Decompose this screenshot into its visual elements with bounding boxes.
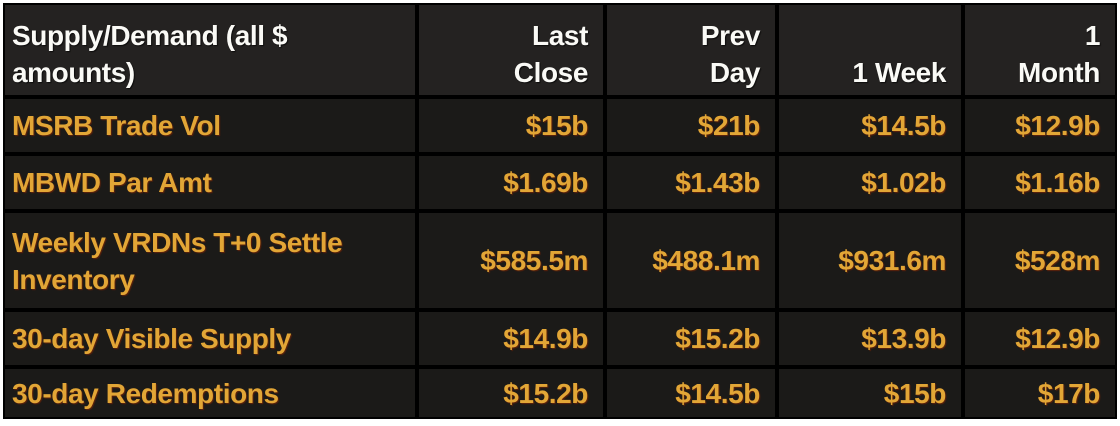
col-header-last-close: Last Close <box>419 5 603 95</box>
value-cell: $12.9b <box>965 312 1115 365</box>
value-cell: $17b <box>965 369 1115 417</box>
value-cell: $585.5m <box>419 213 603 308</box>
col-header-1-week: 1 Week <box>779 5 961 95</box>
value-cell: $15.2b <box>607 312 775 365</box>
table-title-header: Supply/Demand (all $ amounts) <box>5 5 415 95</box>
table-title: Supply/Demand (all $ amounts) <box>12 20 288 88</box>
col-header-1-month: 1 Month <box>965 5 1115 95</box>
value-cell: $15b <box>419 99 603 152</box>
value-cell: $13.9b <box>779 312 961 365</box>
value-cell: $1.16b <box>965 156 1115 209</box>
value-cell: $1.02b <box>779 156 961 209</box>
value-cell: $528m <box>965 213 1115 308</box>
row-label-msrb-trade-vol: MSRB Trade Vol <box>5 99 415 152</box>
row-label-30-day-visible-supply: 30-day Visible Supply <box>5 312 415 365</box>
value-cell: $12.9b <box>965 99 1115 152</box>
row-label-mbwd-par-amt: MBWD Par Amt <box>5 156 415 209</box>
value-cell: $15b <box>779 369 961 417</box>
value-cell: $488.1m <box>607 213 775 308</box>
value-cell: $15.2b <box>419 369 603 417</box>
value-cell: $1.43b <box>607 156 775 209</box>
col-header-prev-day: Prev Day <box>607 5 775 95</box>
value-cell: $21b <box>607 99 775 152</box>
supply-demand-table: Supply/Demand (all $ amounts) Last Close… <box>3 3 1117 419</box>
value-cell: $14.5b <box>779 99 961 152</box>
value-cell: $14.5b <box>607 369 775 417</box>
row-label-30-day-redemptions: 30-day Redemptions <box>5 369 415 417</box>
value-cell: $1.69b <box>419 156 603 209</box>
value-cell: $14.9b <box>419 312 603 365</box>
value-cell: $931.6m <box>779 213 961 308</box>
row-label-weekly-vrdns: Weekly VRDNs T+0 Settle Inventory <box>5 213 415 308</box>
